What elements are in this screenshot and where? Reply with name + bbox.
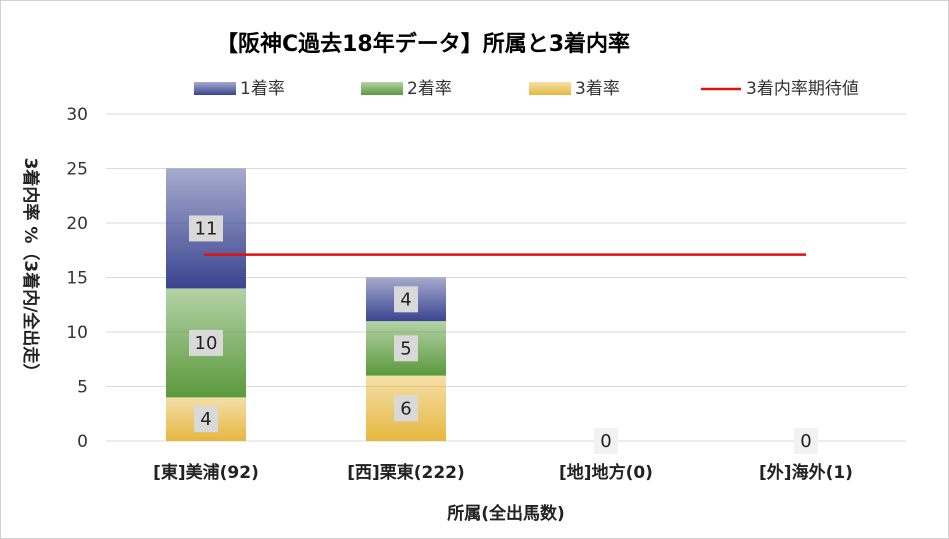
legend-swatch [194,82,236,95]
legend: 1着率 2着率 3着率 3着内率期待値 [194,79,859,99]
chart-title: 【阪神C過去18年データ】所属と3着内率 [216,31,630,57]
y-tick-label: 25 [66,160,88,180]
x-tick-label: [東]美浦(92) [153,462,259,483]
data-label: 10 [195,333,218,354]
y-tick-label: 5 [77,378,88,398]
data-label: 11 [195,218,218,239]
data-label: 4 [200,409,211,430]
x-tick-label: [西]栗東(222) [347,462,465,483]
y-tick-label: 20 [66,214,88,234]
data-labels: 4 10 11 6 5 4 0 0 [189,215,818,454]
x-tick-label: [地]地方(0) [559,462,653,483]
legend-label: 3着内率期待値 [746,79,859,99]
data-label-box [394,286,418,313]
legend-swatch [361,82,403,95]
data-label-box [394,335,418,362]
data-label-box [394,395,418,422]
y-tick-label: 0 [77,432,88,452]
y-tick-label: 15 [66,269,88,289]
x-tick-labels: [東]美浦(92) [西]栗東(222) [地]地方(0) [外]海外(1) [153,462,853,483]
y-tick-label: 10 [66,323,88,343]
x-axis-title: 所属(全出馬数) [447,503,565,524]
data-label-box [194,406,218,433]
y-axis-title: 3着内率 %（3着内/全出走） [20,158,41,381]
data-label-box [189,329,223,356]
y-tick-labels: 0 5 10 15 20 25 30 [66,105,88,452]
data-label: 5 [400,338,411,359]
legend-label: 1着率 [240,79,285,99]
y-tick-label: 30 [66,105,88,125]
data-label: 4 [400,289,411,310]
legend-swatch [529,82,571,95]
legend-label: 3着率 [575,79,620,99]
legend-label: 2着率 [407,79,452,99]
data-label-box [794,428,818,454]
data-label-box [189,215,223,242]
data-label: 6 [400,398,411,419]
data-label-box [594,428,618,454]
data-label: 0 [600,431,611,452]
x-tick-label: [外]海外(1) [759,462,853,483]
data-label: 0 [800,431,811,452]
